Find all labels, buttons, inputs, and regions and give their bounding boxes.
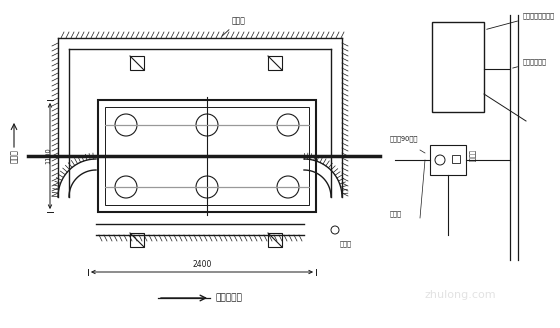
Bar	[130, 233, 144, 247]
Text: 水流向: 水流向	[10, 149, 18, 163]
Bar	[268, 56, 282, 70]
Bar	[430, 145, 466, 175]
Bar	[130, 56, 144, 70]
Text: 积水坑: 积水坑	[340, 240, 352, 247]
Bar	[98, 100, 316, 212]
Text: 砂、石、水洗料场: 砂、石、水洗料场	[487, 12, 555, 29]
Bar	[452, 155, 460, 163]
Bar	[268, 233, 282, 247]
Bar	[105, 107, 309, 205]
Text: 吸管道: 吸管道	[390, 210, 402, 216]
Text: 1100: 1100	[45, 148, 51, 164]
Text: 模铺皮: 模铺皮	[222, 16, 246, 36]
Text: zhulong.com: zhulong.com	[424, 290, 496, 300]
Bar	[432, 22, 484, 112]
Text: 计合场: 计合场	[469, 150, 475, 162]
Text: 吸泵（90泵）: 吸泵（90泵）	[390, 135, 418, 142]
Text: 2400: 2400	[192, 260, 212, 269]
Text: 恩施（南）: 恩施（南）	[215, 294, 242, 302]
Text: 南泵送场使途: 南泵送场使途	[513, 59, 547, 68]
